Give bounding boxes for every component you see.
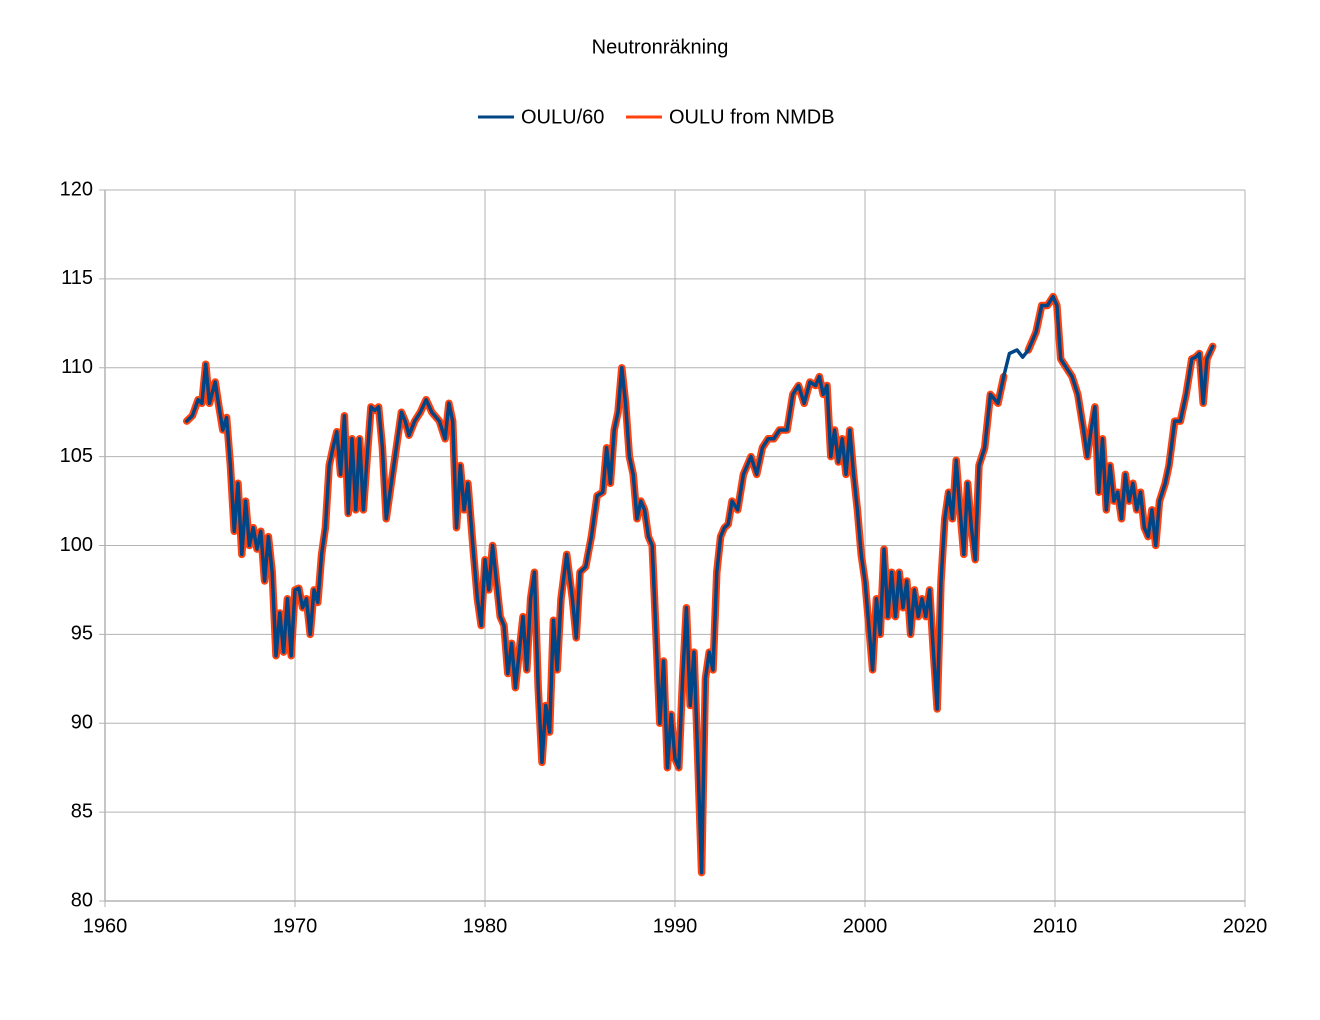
x-tick-label: 1980 — [463, 915, 508, 937]
y-tick-label: 80 — [71, 889, 93, 911]
x-tick-label: 1960 — [83, 915, 128, 937]
chart-title: Neutronräkning — [592, 36, 729, 58]
y-tick-label: 115 — [61, 267, 93, 289]
x-tick-label: 2000 — [843, 915, 888, 937]
x-tick-label: 1970 — [273, 915, 318, 937]
y-tick-label: 120 — [60, 178, 93, 200]
y-tick-label: 110 — [61, 356, 93, 378]
y-tick-label: 95 — [71, 623, 93, 645]
y-tick-label: 85 — [71, 800, 93, 822]
legend-label: OULU from NMDB — [669, 106, 835, 128]
y-tick-label: 90 — [71, 712, 93, 734]
legend-label: OULU/60 — [521, 106, 604, 128]
y-tick-label: 105 — [60, 445, 93, 467]
series-line — [184, 294, 1215, 875]
x-tick-label: 2020 — [1223, 915, 1268, 937]
y-tick-label: 100 — [60, 534, 93, 556]
x-tick-label: 1990 — [653, 915, 698, 937]
x-tick-label: 2010 — [1033, 915, 1078, 937]
